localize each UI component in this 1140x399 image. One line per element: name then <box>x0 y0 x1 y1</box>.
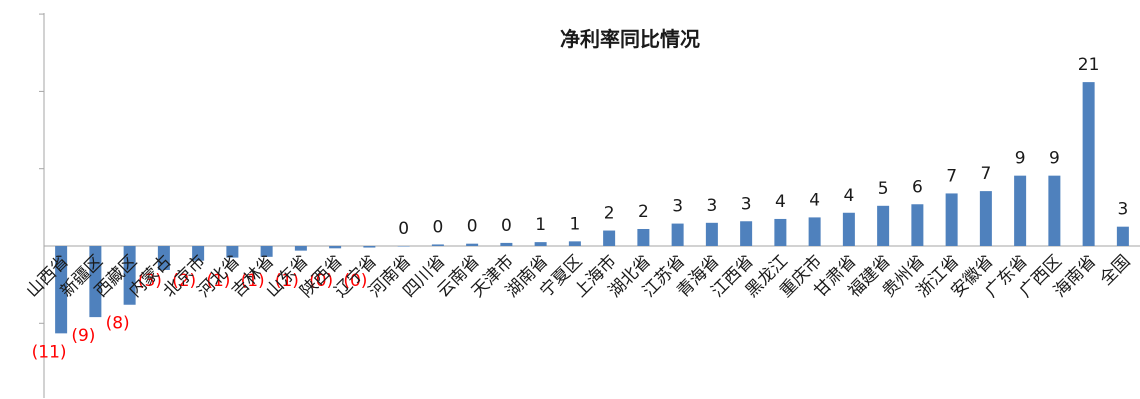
data-label: (1) <box>206 271 230 291</box>
bar <box>877 205 890 246</box>
data-label: 4 <box>775 192 786 212</box>
data-label: 0 <box>432 217 443 237</box>
data-label: (2) <box>172 271 196 291</box>
data-label: (8) <box>106 314 130 334</box>
bar <box>363 246 376 248</box>
bar <box>226 246 239 258</box>
data-label: 1 <box>569 214 580 234</box>
bar <box>329 246 342 249</box>
bar <box>500 242 513 246</box>
bar <box>911 204 924 246</box>
bar <box>774 218 787 246</box>
data-label: 9 <box>1049 149 1060 169</box>
category-labels: 山西省新疆区西藏区内蒙古北京市河北省吉林省山东省陕西省辽宁省河南省四川省云南省天… <box>22 251 1134 301</box>
bar <box>637 228 650 246</box>
data-label: 3 <box>741 194 752 214</box>
data-label: (0) <box>343 271 367 291</box>
data-label: 4 <box>843 186 854 206</box>
bar <box>945 193 958 246</box>
data-label: (1) <box>241 271 265 291</box>
bar <box>1048 175 1061 246</box>
data-label: 2 <box>638 202 649 222</box>
data-label: 3 <box>672 197 683 217</box>
data-label: (0) <box>309 271 333 291</box>
chart-title: 净利率同比情况 <box>560 27 700 51</box>
bar-series <box>55 82 1129 334</box>
data-label: 1 <box>535 215 546 235</box>
bar <box>260 246 273 257</box>
bar <box>192 246 205 261</box>
bar <box>534 242 547 246</box>
bar <box>842 212 855 246</box>
y-axis-ticks <box>39 13 44 324</box>
data-label: 5 <box>878 179 889 199</box>
bar <box>603 230 616 246</box>
data-label: (3) <box>138 271 162 291</box>
bar <box>123 246 136 305</box>
data-label: 9 <box>1015 149 1026 169</box>
data-label: 4 <box>809 190 820 210</box>
data-label: 0 <box>398 219 409 239</box>
bar <box>1014 175 1027 246</box>
bar <box>705 222 718 246</box>
data-label: 0 <box>501 216 512 236</box>
data-labels: (11)(9) (8) (3) (2) (1) (1) (1) (0) (0) 0 0 0 0 1 1 2 2 3… <box>32 55 1129 362</box>
data-label: 21 <box>1078 55 1100 75</box>
data-label: 7 <box>980 164 991 184</box>
data-label: 3 <box>1117 200 1128 220</box>
data-label: (9) <box>71 326 95 346</box>
bar <box>1082 82 1095 247</box>
category-label: 全国 <box>1096 251 1134 289</box>
data-label: 3 <box>706 196 717 216</box>
bar <box>671 223 684 246</box>
bar <box>89 246 102 318</box>
bar <box>294 246 307 251</box>
data-label: 0 <box>467 217 478 237</box>
data-label: 6 <box>912 177 923 197</box>
bar <box>397 246 410 247</box>
bar <box>157 246 170 270</box>
data-label: (11) <box>32 342 67 362</box>
data-label: 7 <box>946 166 957 186</box>
data-label: (1) <box>275 271 299 291</box>
bar <box>740 221 753 246</box>
bar <box>979 191 992 246</box>
bar <box>568 241 581 246</box>
bar <box>808 217 821 246</box>
bar <box>431 244 444 246</box>
bar <box>55 246 68 334</box>
bar <box>1116 226 1129 246</box>
bar <box>466 243 479 246</box>
data-label: 2 <box>604 204 615 224</box>
